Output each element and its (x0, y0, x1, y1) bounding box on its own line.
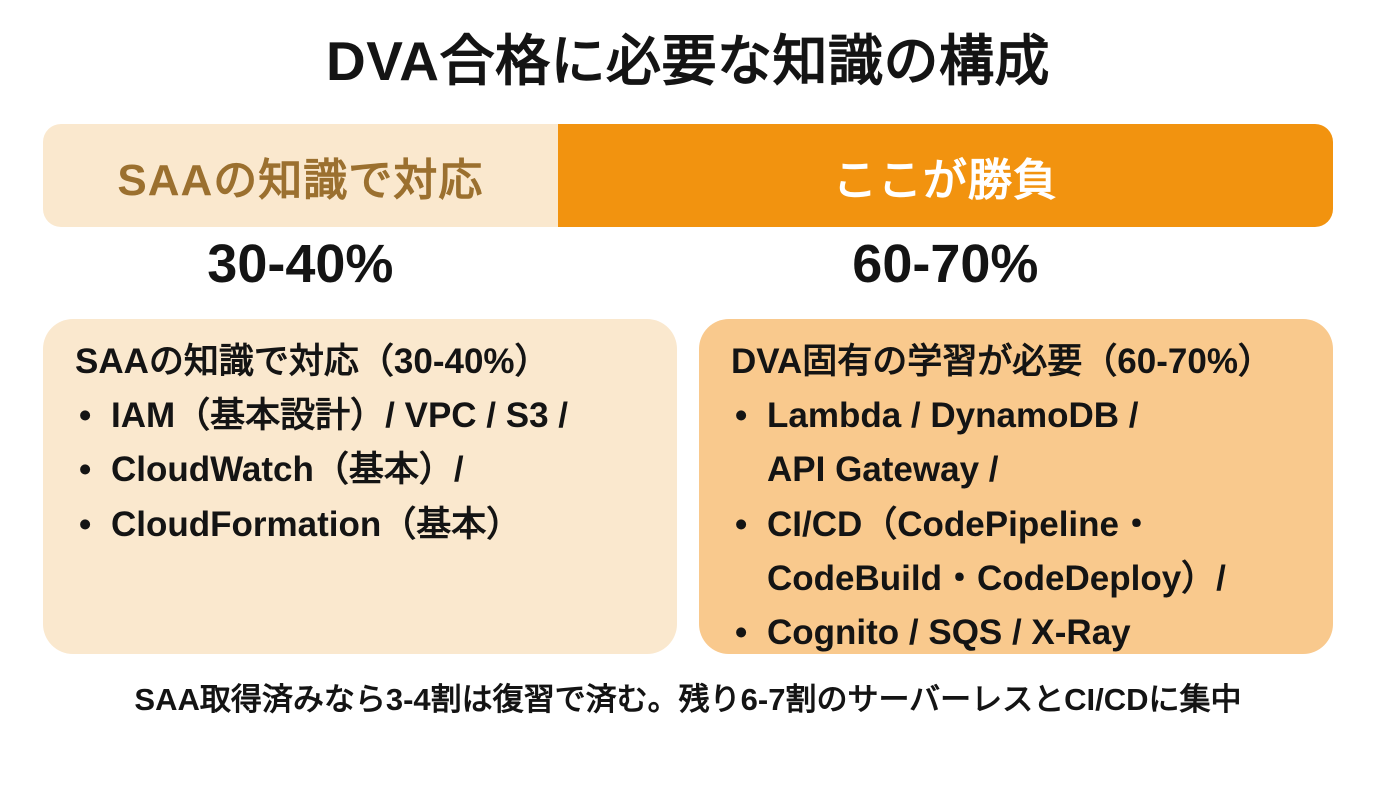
list-item: CloudFormation（基本） (69, 498, 651, 553)
dva-detail-heading: DVA固有の学習が必要（60-70%） (731, 341, 1273, 381)
footer-note: SAA取得済みなら3-4割は復習で済む。残り6-7割のサーバーレスとCI/CDに… (134, 681, 1242, 717)
saa-detail-list: IAM（基本設計）/ VPC / S3 / CloudWatch（基本）/ Cl… (69, 389, 651, 552)
bar-segment-saa-label: SAAの知識で対応 (117, 155, 484, 205)
dva-detail-box: DVA固有の学習が必要（60-70%） Lambda / DynamoDB / … (699, 318, 1333, 661)
percent-dva: 60-70% (852, 234, 1039, 295)
list-item: CI/CD（CodePipeline・ CodeBuild・CodeDeploy… (725, 498, 1307, 607)
detail-boxes: SAAの知識で対応（30-40%） IAM（基本設計）/ VPC / S3 / … (43, 318, 1333, 661)
knowledge-stacked-bar: SAAの知識で対応 ここが勝負 (43, 124, 1333, 228)
list-item: IAM（基本設計）/ VPC / S3 / (69, 389, 651, 444)
percent-row: 30-40% 60-70% (43, 231, 1333, 299)
list-item: Cognito / SQS / X-Ray (725, 606, 1307, 661)
percent-saa: 30-40% (207, 234, 394, 295)
page-title: DVA合格に必要な知識の構成 (325, 30, 1051, 92)
saa-detail-heading: SAAの知識で対応（30-40%） (75, 341, 550, 381)
bar-segment-dva: ここが勝負 (557, 124, 1333, 228)
saa-detail-box: SAAの知識で対応（30-40%） IAM（基本設計）/ VPC / S3 / … (43, 318, 677, 654)
slide: DVA合格に必要な知識の構成 SAAの知識で対応 ここが勝負 30-40% 60… (0, 26, 1376, 794)
list-item: CloudWatch（基本）/ (69, 443, 651, 498)
list-item: Lambda / DynamoDB / API Gateway / (725, 389, 1307, 498)
dva-detail-list: Lambda / DynamoDB / API Gateway / CI/CD（… (725, 389, 1307, 661)
bar-segment-saa: SAAの知識で対応 (43, 124, 558, 228)
bar-segment-dva-label: ここが勝負 (832, 155, 1058, 205)
